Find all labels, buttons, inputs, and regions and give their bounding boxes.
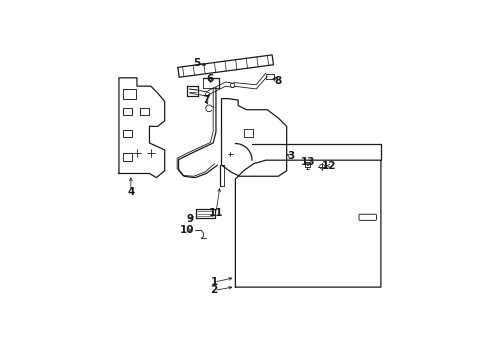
Text: 1: 1 <box>210 277 217 287</box>
Text: 4: 4 <box>127 187 134 197</box>
Text: 3: 3 <box>286 151 294 161</box>
Text: 8: 8 <box>274 76 281 86</box>
Text: 13: 13 <box>301 157 315 167</box>
Text: 9: 9 <box>186 214 194 224</box>
Circle shape <box>230 83 234 87</box>
Text: 11: 11 <box>208 208 223 218</box>
Text: 12: 12 <box>321 161 336 171</box>
Bar <box>123 130 132 138</box>
Text: 6: 6 <box>206 74 214 84</box>
Bar <box>140 108 148 115</box>
Text: 2: 2 <box>210 285 217 296</box>
Text: 5: 5 <box>193 58 200 68</box>
Bar <box>123 89 135 99</box>
Text: 7: 7 <box>202 95 209 105</box>
Circle shape <box>205 92 209 97</box>
Bar <box>123 153 132 161</box>
Bar <box>123 108 132 115</box>
Text: 10: 10 <box>179 225 194 235</box>
